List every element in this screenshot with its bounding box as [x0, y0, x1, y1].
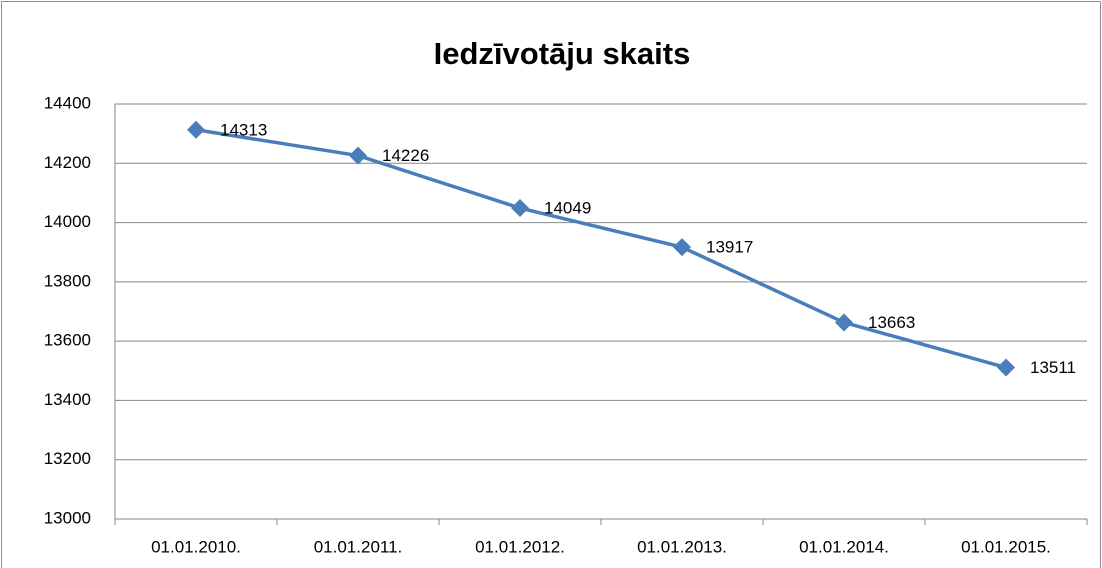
x-tick-label: 01.01.2010. — [151, 537, 241, 556]
x-tick-label: 01.01.2014. — [799, 537, 889, 556]
marker — [997, 358, 1015, 377]
marker — [349, 146, 367, 165]
y-tick-label: 14000 — [44, 212, 91, 231]
y-tick-label: 13400 — [44, 390, 91, 409]
data-label: 14313 — [220, 120, 267, 139]
marker — [835, 313, 853, 332]
y-tick-label: 13200 — [44, 449, 91, 468]
data-label: 14049 — [544, 199, 591, 218]
chart-title: Iedzīvotāju skaits — [434, 36, 691, 71]
y-tick-label: 13800 — [44, 271, 91, 290]
y-tick-label: 14200 — [44, 153, 91, 172]
data-label: 14226 — [382, 146, 429, 165]
y-tick-label: 14400 — [44, 93, 91, 112]
marker — [187, 120, 205, 139]
y-tick-label: 13000 — [44, 508, 91, 527]
series-line — [195, 128, 1007, 370]
data-label: 13663 — [868, 313, 915, 332]
y-tick-label: 13600 — [44, 331, 91, 350]
marker — [511, 199, 529, 218]
x-tick-label: 01.01.2015. — [961, 537, 1051, 556]
data-label: 13511 — [1030, 358, 1076, 377]
data-label: 13917 — [706, 238, 753, 257]
marker — [673, 238, 691, 257]
x-tick-label: 01.01.2012. — [475, 537, 565, 556]
x-tick-label: 01.01.2013. — [637, 537, 727, 556]
x-tick-label: 01.01.2011. — [314, 537, 403, 556]
